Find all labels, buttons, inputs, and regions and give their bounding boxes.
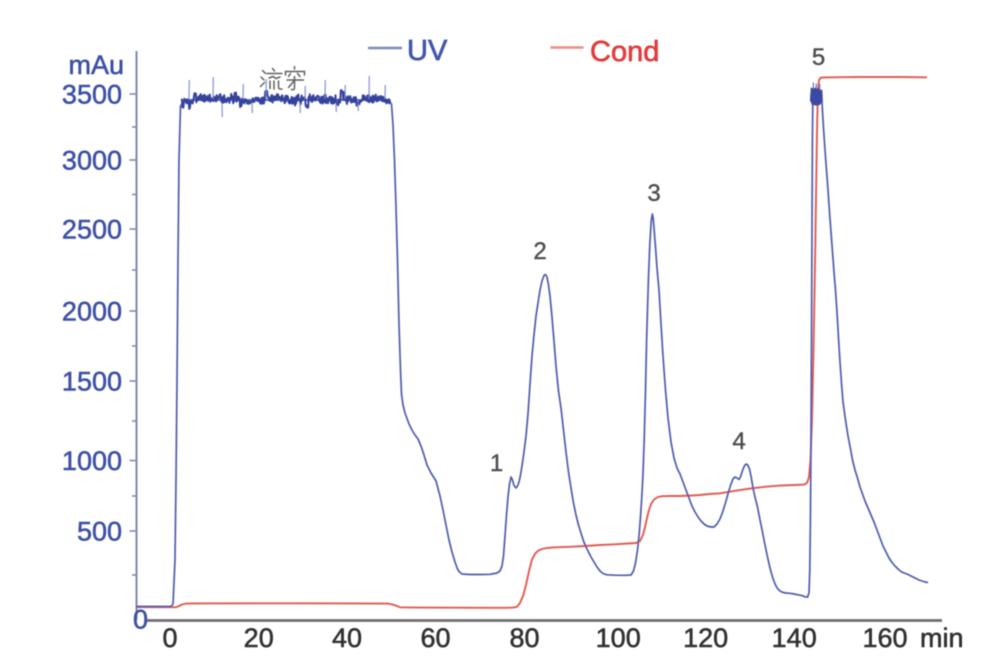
svg-text:2: 2 [533, 238, 546, 265]
svg-text:UV: UV [407, 35, 448, 67]
svg-text:0: 0 [162, 623, 177, 653]
svg-text:5: 5 [812, 44, 825, 71]
svg-text:3000: 3000 [62, 146, 122, 176]
svg-text:100: 100 [596, 623, 641, 653]
svg-text:3500: 3500 [62, 80, 122, 110]
svg-text:1500: 1500 [62, 367, 122, 397]
svg-text:40: 40 [332, 623, 362, 653]
svg-text:min: min [920, 623, 964, 653]
svg-text:0: 0 [133, 605, 148, 635]
svg-text:Cond: Cond [590, 36, 659, 68]
svg-text:80: 80 [509, 623, 539, 653]
svg-text:1: 1 [490, 450, 503, 477]
svg-text:2000: 2000 [62, 297, 122, 327]
svg-text:20: 20 [244, 623, 274, 653]
svg-text:3: 3 [647, 180, 660, 207]
svg-text:140: 140 [772, 623, 817, 653]
svg-text:2500: 2500 [62, 215, 122, 245]
svg-text:4: 4 [732, 428, 745, 455]
svg-text:120: 120 [683, 623, 728, 653]
svg-text:500: 500 [77, 517, 122, 547]
svg-text:mAu: mAu [68, 50, 124, 80]
svg-text:1000: 1000 [62, 446, 122, 476]
svg-text:60: 60 [420, 623, 450, 653]
svg-text:160: 160 [862, 623, 907, 653]
